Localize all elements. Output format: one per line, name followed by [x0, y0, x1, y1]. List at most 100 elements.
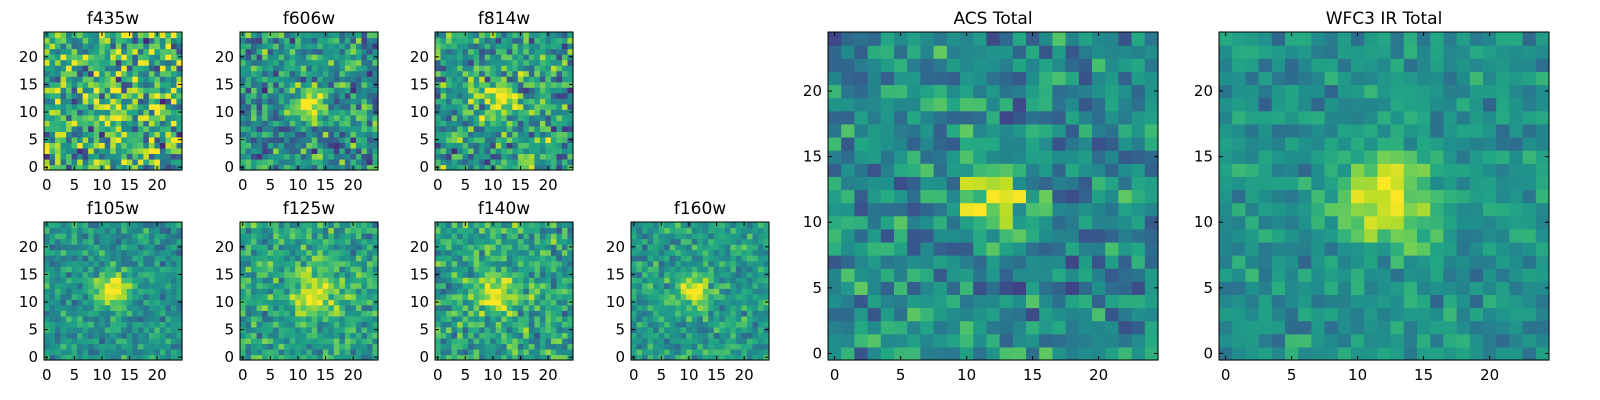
heatmap-cell [137, 227, 144, 234]
heatmap-cell [735, 293, 742, 300]
heatmap-cell [841, 163, 855, 177]
heatmap-cell [355, 266, 363, 273]
heatmap-cell [284, 227, 291, 234]
heatmap-cell [545, 282, 552, 289]
heatmap-cell [328, 120, 335, 127]
heatmap-cell [854, 346, 869, 361]
heatmap-cell [636, 332, 643, 339]
heatmap-cell [534, 81, 541, 88]
heatmap-cell [880, 320, 895, 335]
heatmap-cell [1065, 228, 1080, 243]
heatmap-cell [1078, 281, 1093, 295]
heatmap-cell [517, 158, 524, 166]
heatmap-cell [71, 299, 78, 306]
heatmap-cell [245, 109, 252, 116]
heatmap-cell [289, 103, 296, 110]
heatmap-cell [528, 260, 535, 267]
heatmap-cell [110, 164, 117, 171]
heatmap-cell [534, 147, 541, 155]
heatmap-cell [278, 147, 285, 155]
heatmap-cell [719, 266, 726, 273]
y-tick-label: 10 [215, 103, 234, 121]
heatmap-cell [306, 114, 313, 121]
heatmap-cell [462, 70, 469, 77]
heatmap-cell [631, 266, 638, 273]
heatmap-cell [556, 244, 563, 251]
heatmap-cell [702, 332, 709, 339]
heatmap-cell [366, 299, 374, 306]
heatmap-cell [550, 299, 558, 306]
heatmap-cell [262, 109, 269, 116]
heatmap-cell [328, 310, 335, 317]
heatmap-cell [647, 354, 654, 361]
heatmap-cell [561, 282, 569, 289]
heatmap-cell [567, 266, 574, 273]
heatmap-cell [501, 158, 508, 166]
heatmap-cell [440, 271, 447, 278]
heatmap-cell [350, 293, 357, 300]
heatmap-cell [284, 48, 291, 55]
heatmap-cell [159, 109, 167, 116]
heatmap-cell [267, 238, 274, 245]
x-tick-label: 5 [70, 366, 80, 384]
heatmap-cell [713, 299, 720, 306]
heatmap-cell [339, 81, 346, 88]
heatmap-cell [841, 228, 855, 243]
heatmap-cell [702, 310, 709, 317]
heatmap-cell [636, 282, 643, 289]
heatmap-cell [361, 87, 368, 94]
heatmap-cell [278, 54, 285, 61]
heatmap-cell [322, 109, 329, 116]
heatmap-cell [647, 238, 654, 245]
heatmap-cell [479, 92, 486, 99]
heatmap-cell [262, 164, 269, 171]
heatmap-cell [440, 48, 447, 55]
heatmap-cell [506, 65, 513, 72]
heatmap-cell [289, 70, 296, 77]
heatmap-cell [636, 255, 643, 262]
heatmap-cell [545, 114, 552, 121]
heatmap-cell [77, 81, 84, 88]
heatmap-cell [523, 142, 530, 149]
heatmap-cell [647, 293, 654, 300]
heatmap-cell [104, 92, 111, 99]
heatmap-cell [523, 326, 530, 333]
heatmap-cell [550, 227, 558, 234]
heatmap-cell [82, 125, 89, 132]
heatmap-cell [719, 222, 726, 229]
heatmap-cell [658, 227, 665, 234]
heatmap-cell [457, 348, 464, 356]
heatmap-cell [567, 255, 574, 262]
heatmap-cell [647, 244, 654, 251]
heatmap-cell [273, 98, 280, 105]
heatmap-cell [273, 315, 280, 322]
heatmap-cell [479, 65, 486, 72]
heatmap-cell [295, 348, 302, 356]
heatmap-cell [366, 114, 374, 121]
heatmap-cell [170, 277, 178, 284]
heatmap-cell [708, 271, 715, 278]
heatmap-cell [350, 238, 357, 245]
heatmap-cell [697, 255, 704, 262]
heatmap-cell [110, 222, 117, 229]
heatmap-cell [132, 260, 139, 267]
heatmap-cell [440, 266, 447, 273]
heatmap-cell [121, 249, 128, 256]
heatmap-cell [344, 136, 351, 143]
heatmap-cell [457, 249, 464, 256]
heatmap-cell [523, 343, 530, 350]
heatmap-cell [446, 114, 453, 121]
heatmap-cell [501, 354, 508, 361]
heatmap-cell [306, 32, 313, 39]
heatmap-cell [328, 249, 335, 256]
heatmap-cell [506, 131, 513, 138]
heatmap-cell [306, 260, 313, 267]
heatmap-cell [311, 348, 318, 356]
heatmap-cell [132, 98, 139, 105]
heatmap-cell [344, 343, 351, 350]
heatmap-cell [256, 222, 263, 229]
x-tick-label: 10 [288, 176, 307, 194]
heatmap-cell [267, 65, 274, 72]
heatmap-cell [446, 255, 453, 262]
panel-title: f814w [478, 9, 530, 29]
